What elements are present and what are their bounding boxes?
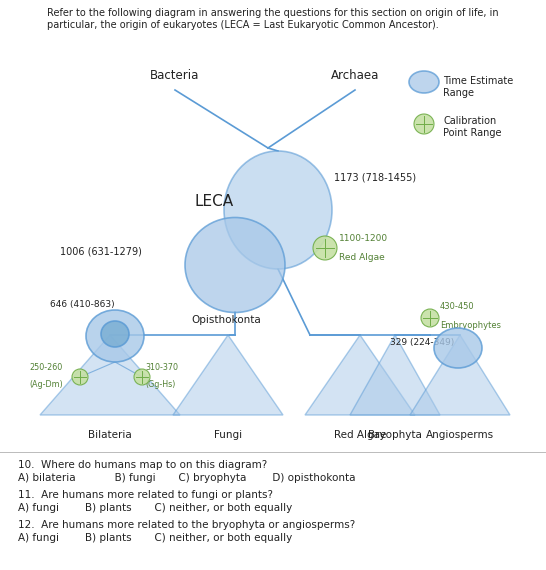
Ellipse shape	[185, 218, 285, 312]
Text: Bilateria: Bilateria	[88, 430, 132, 440]
Text: 1006 (631-1279): 1006 (631-1279)	[60, 247, 142, 257]
Ellipse shape	[421, 309, 439, 327]
Text: Calibration: Calibration	[443, 116, 496, 126]
Ellipse shape	[224, 151, 332, 269]
Text: A) fungi        B) plants       C) neither, or both equally: A) fungi B) plants C) neither, or both e…	[18, 503, 292, 513]
Polygon shape	[410, 335, 510, 415]
Ellipse shape	[101, 321, 129, 347]
Text: 430-450: 430-450	[440, 302, 474, 311]
Text: 11.  Are humans more related to fungi or plants?: 11. Are humans more related to fungi or …	[18, 490, 273, 500]
Ellipse shape	[409, 71, 439, 93]
Text: Archaea: Archaea	[331, 69, 379, 82]
Text: 1100-1200: 1100-1200	[339, 234, 388, 243]
Text: LECA: LECA	[195, 194, 234, 210]
Ellipse shape	[86, 310, 144, 362]
Text: 1173 (718-1455): 1173 (718-1455)	[334, 173, 416, 183]
Text: A) bilateria            B) fungi       C) bryophyta        D) opisthokonta: A) bilateria B) fungi C) bryophyta D) op…	[18, 473, 355, 483]
Text: A) fungi        B) plants       C) neither, or both equally: A) fungi B) plants C) neither, or both e…	[18, 533, 292, 543]
Text: Angiosperms: Angiosperms	[426, 430, 494, 440]
Text: 310-370: 310-370	[145, 363, 178, 372]
Text: Point Range: Point Range	[443, 128, 501, 138]
Text: Refer to the following diagram in answering the questions for this section on or: Refer to the following diagram in answer…	[47, 8, 499, 30]
Text: 329 (224-349): 329 (224-349)	[390, 339, 454, 348]
Text: 10.  Where do humans map to on this diagram?: 10. Where do humans map to on this diagr…	[18, 460, 267, 470]
Text: 646 (410-863): 646 (410-863)	[50, 300, 115, 310]
Polygon shape	[173, 335, 283, 415]
Text: Fungi: Fungi	[214, 430, 242, 440]
Polygon shape	[305, 335, 415, 415]
Polygon shape	[350, 335, 440, 415]
Ellipse shape	[414, 114, 434, 134]
Polygon shape	[40, 335, 180, 415]
Text: 12.  Are humans more related to the bryophyta or angiosperms?: 12. Are humans more related to the bryop…	[18, 520, 355, 530]
Ellipse shape	[134, 369, 150, 385]
Text: (Ag-Dm): (Ag-Dm)	[29, 380, 63, 389]
Text: Bacteria: Bacteria	[150, 69, 200, 82]
Text: 250-260: 250-260	[29, 363, 62, 372]
Text: Range: Range	[443, 88, 474, 98]
Text: (Gg-Hs): (Gg-Hs)	[145, 380, 175, 389]
Ellipse shape	[313, 236, 337, 260]
Text: Bryophyta: Bryophyta	[368, 430, 422, 440]
Ellipse shape	[434, 328, 482, 368]
Text: Embryophytes: Embryophytes	[440, 321, 501, 330]
Text: Time Estimate: Time Estimate	[443, 76, 513, 86]
Text: Opisthokonta: Opisthokonta	[191, 315, 261, 325]
Text: Red Algae: Red Algae	[339, 253, 385, 262]
Text: Red Algae: Red Algae	[334, 430, 386, 440]
Ellipse shape	[72, 369, 88, 385]
